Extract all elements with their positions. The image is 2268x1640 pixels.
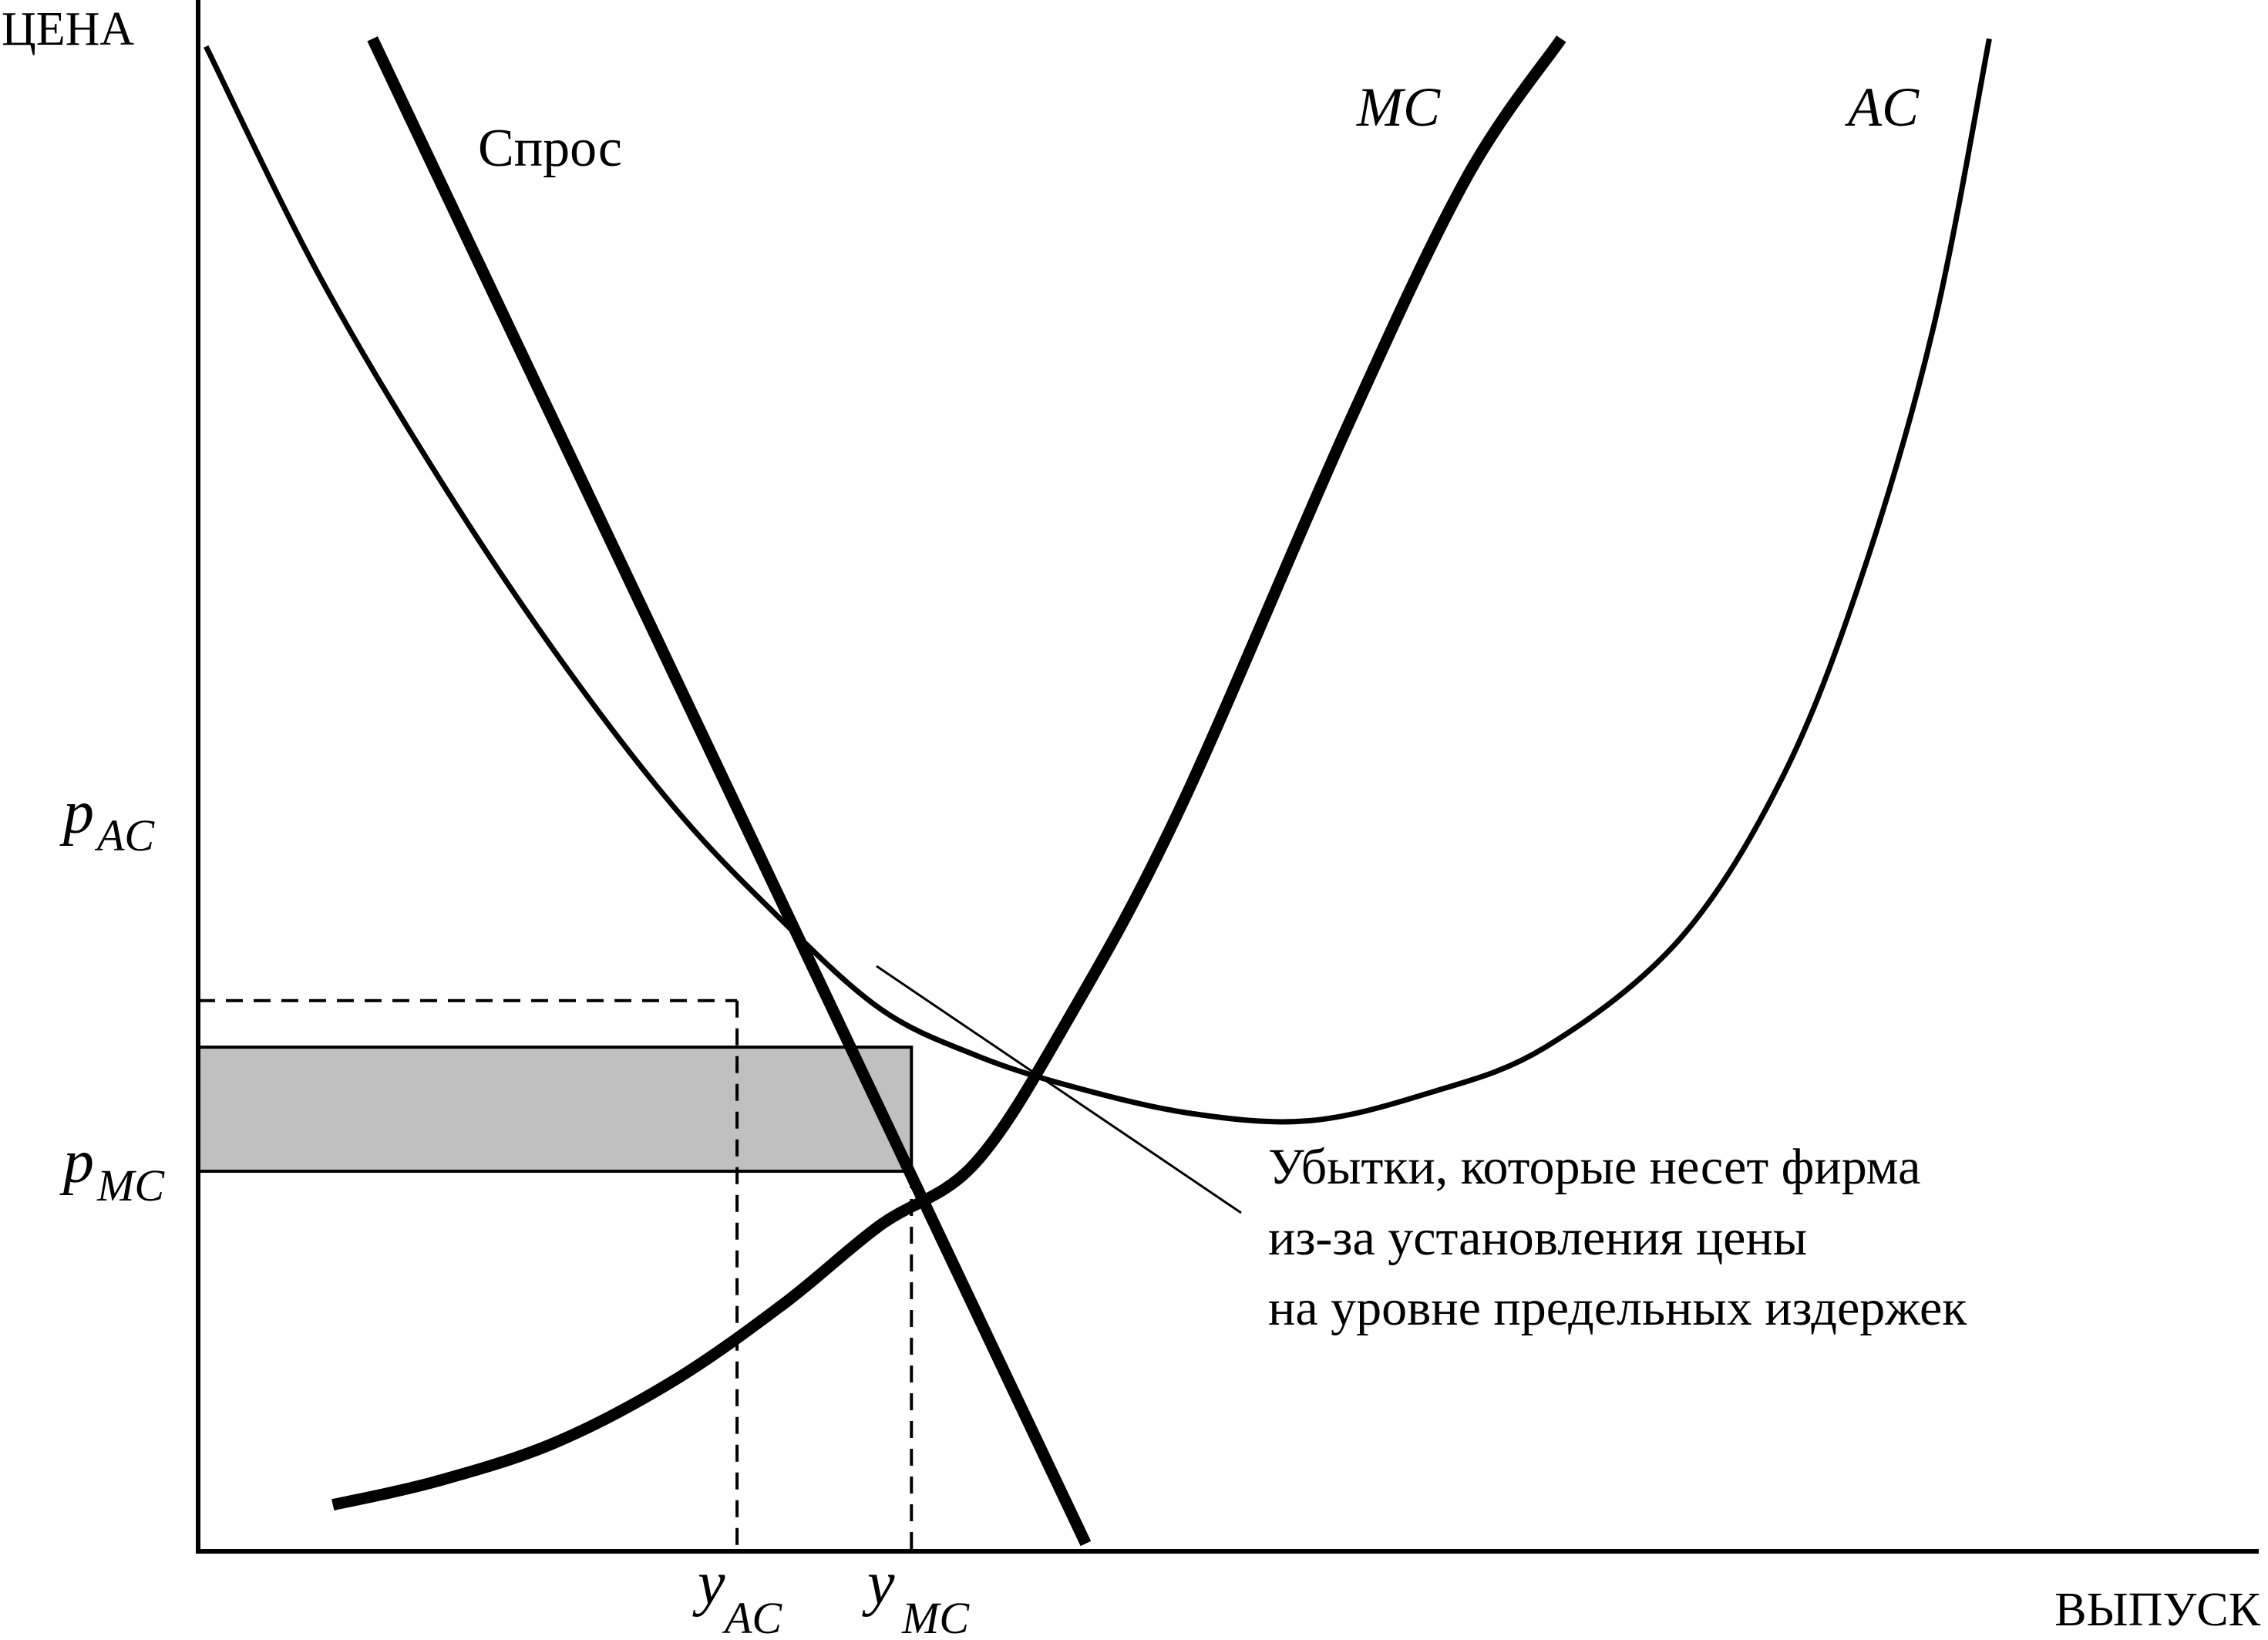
ac-label: AC [1845, 76, 1920, 138]
demand-label: Спрос [478, 119, 622, 178]
svg-text:Убытки, которые несет фирма: Убытки, которые несет фирма [1268, 1139, 1920, 1195]
svg-text:из-за установления цены: из-за установления цены [1268, 1210, 1807, 1266]
x-axis-label: ВЫПУСК [2054, 1584, 2260, 1636]
ac-curve [204, 38, 1992, 1125]
svg-text:на уровне предельных издержек: на уровне предельных издержек [1268, 1280, 1967, 1336]
svg-text:AC: AC [722, 1593, 782, 1640]
svg-text:p: p [59, 779, 94, 847]
y-mc-tick-label: y MC [862, 1550, 970, 1640]
y-ac-tick-label: y AC [692, 1550, 782, 1640]
annotation-leader [876, 965, 1242, 1214]
svg-text:MC: MC [96, 1160, 165, 1211]
y-axis-label: ЦЕНА [2, 3, 134, 56]
axes [196, 0, 2259, 1554]
curves [204, 35, 1992, 1547]
mc-curve [331, 35, 1566, 1510]
p-ac-tick-label: p AC [59, 779, 155, 860]
p-mc-tick-label: p MC [59, 1128, 165, 1211]
svg-text:p: p [59, 1128, 94, 1196]
annotation-text: Убытки, которые несет фирма из-за устано… [1268, 1139, 1967, 1336]
loss-area [197, 1046, 914, 1174]
demand-curve [367, 36, 1092, 1547]
svg-text:AC: AC [94, 810, 155, 860]
guide-lines [198, 998, 914, 1551]
svg-text:y: y [862, 1550, 895, 1618]
svg-text:MC: MC [901, 1593, 970, 1640]
svg-text:y: y [692, 1550, 725, 1618]
mc-label: MC [1356, 76, 1441, 138]
